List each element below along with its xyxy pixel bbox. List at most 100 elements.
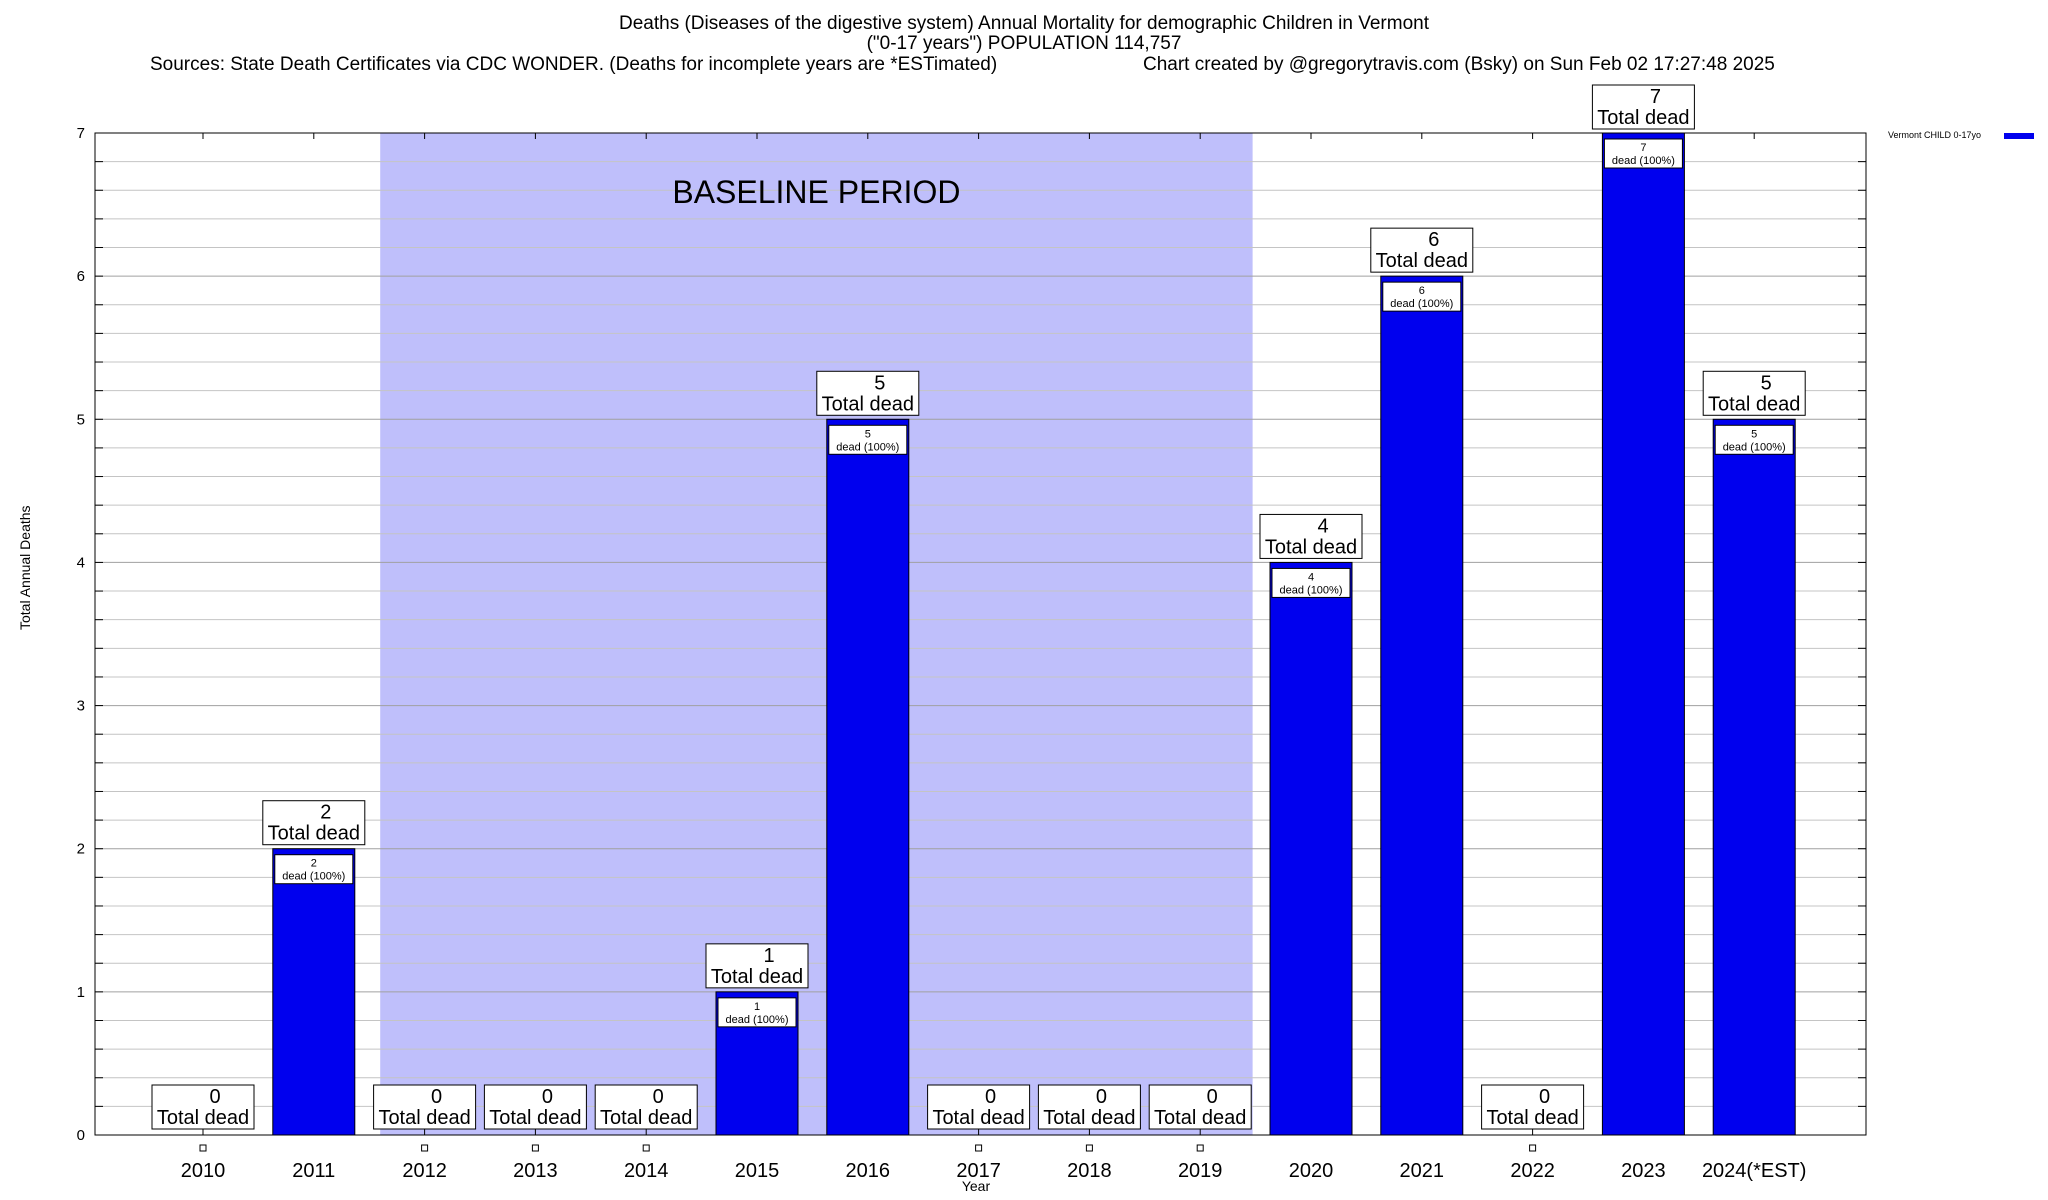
bar-inner-count: 4	[1308, 571, 1314, 583]
total-label-count: 1	[763, 945, 774, 967]
total-label-count: 6	[1428, 229, 1439, 251]
x-tick-label: 2010	[181, 1160, 226, 1182]
total-label-text: Total dead	[1376, 250, 1468, 272]
total-label-count: 0	[1207, 1086, 1218, 1108]
bar-inner-count: 5	[865, 428, 871, 440]
zero-marker	[1196, 1144, 1204, 1152]
x-axis-label: Year	[961, 1178, 991, 1194]
bar-inner-label-box	[1714, 424, 1794, 455]
zero-marker	[199, 1144, 207, 1152]
total-label-box	[373, 1084, 477, 1130]
total-label-count: 0	[653, 1086, 664, 1108]
zero-marker	[975, 1144, 983, 1152]
total-label-box	[483, 1084, 587, 1130]
baseline-period-shading	[380, 133, 1253, 1135]
total-label-text: Total dead	[1708, 393, 1800, 415]
x-tick-label: 2012	[402, 1160, 447, 1182]
y-tick-label: 5	[77, 411, 85, 428]
total-label-text: Total dead	[378, 1107, 470, 1129]
total-label-box	[705, 943, 809, 989]
bar-inner-label-box	[1271, 567, 1351, 598]
zero-marker	[642, 1144, 650, 1152]
y-tick-label: 3	[77, 698, 85, 715]
zero-marker	[1085, 1144, 1093, 1152]
chart-title-line-1: Deaths (Diseases of the digestive system…	[619, 13, 1429, 34]
zero-marker	[421, 1144, 429, 1152]
zero-marker	[1529, 1144, 1537, 1152]
total-label-count: 0	[1096, 1086, 1107, 1108]
bar	[272, 848, 356, 1136]
total-label-text: Total dead	[1265, 536, 1357, 558]
total-label-text: Total dead	[711, 966, 803, 988]
bar-inner-percent: dead (100%)	[1390, 298, 1453, 310]
total-label-count: 0	[542, 1086, 553, 1108]
total-label-count: 0	[431, 1086, 442, 1108]
total-label-box	[816, 370, 920, 416]
bar-inner-percent: dead (100%)	[726, 1014, 789, 1026]
x-tick-label: 2024(*EST)	[1702, 1160, 1807, 1182]
total-label-box	[1481, 1084, 1585, 1130]
total-label-text: Total dead	[268, 823, 360, 845]
x-tick-label: 2016	[846, 1160, 891, 1182]
total-label-text: Total dead	[1597, 107, 1689, 129]
total-label-count: 0	[985, 1086, 996, 1108]
bar-inner-count: 6	[1419, 285, 1425, 297]
y-tick-label: 7	[77, 125, 85, 142]
total-label-box	[1037, 1084, 1141, 1130]
total-label-text: Total dead	[489, 1107, 581, 1129]
total-label-box	[1370, 227, 1474, 273]
x-tick-label: 2013	[513, 1160, 558, 1182]
total-label-count: 5	[1761, 372, 1772, 394]
legend-entry-label: Vermont CHILD 0-17yo	[1888, 130, 1982, 140]
total-label-count: 0	[209, 1086, 220, 1108]
total-label-text: Total dead	[1154, 1107, 1246, 1129]
bar-inner-count: 2	[311, 858, 317, 870]
total-label-text: Total dead	[1486, 1107, 1578, 1129]
bar-inner-percent: dead (100%)	[1280, 584, 1343, 596]
bar-inner-label-box	[717, 997, 797, 1028]
x-tick-label: 2017	[956, 1160, 1001, 1182]
total-label-count: 0	[1539, 1086, 1550, 1108]
bar	[1601, 132, 1685, 1136]
x-tick-label: 2021	[1400, 1160, 1445, 1182]
x-tick-label: 2019	[1178, 1160, 1223, 1182]
x-tick-label: 2011	[292, 1160, 335, 1182]
y-tick-label: 2	[77, 841, 85, 858]
bar-inner-count: 5	[1751, 428, 1757, 440]
bar-inner-percent: dead (100%)	[836, 441, 899, 453]
total-label-box	[1259, 513, 1363, 559]
zero-marker	[531, 1144, 539, 1152]
chart-title-line-2: ("0-17 years") POPULATION 114,757	[866, 33, 1182, 54]
total-label-count: 5	[874, 372, 885, 394]
y-tick-label: 0	[77, 1127, 85, 1144]
x-tick-label: 2023	[1621, 1160, 1666, 1182]
chart-sources: Sources: State Death Certificates via CD…	[150, 54, 998, 75]
total-label-box	[1702, 370, 1806, 416]
bar-inner-label-box	[828, 424, 908, 455]
bar-inner-label-box	[1382, 281, 1462, 312]
total-label-box	[151, 1084, 255, 1130]
baseline-period-label: BASELINE PERIOD	[672, 174, 960, 210]
chart-credit: Chart created by @gregorytravis.com (Bsk…	[1143, 54, 1775, 75]
x-tick-label: 2018	[1067, 1160, 1112, 1182]
bar-inner-label-box	[1603, 138, 1683, 169]
total-label-count: 4	[1317, 515, 1328, 537]
y-tick-label: 1	[77, 984, 85, 1001]
bar	[1269, 561, 1353, 1136]
total-label-box	[1148, 1084, 1252, 1130]
bar	[1380, 275, 1464, 1136]
total-label-count: 7	[1650, 86, 1661, 108]
bar	[1712, 418, 1796, 1136]
bar	[826, 418, 910, 1136]
total-label-count: 2	[320, 802, 331, 824]
total-label-box	[594, 1084, 698, 1130]
x-tick-label: 2014	[624, 1160, 669, 1182]
bar-inner-percent: dead (100%)	[282, 871, 345, 883]
bar-inner-percent: dead (100%)	[1612, 155, 1675, 167]
bar-inner-count: 7	[1640, 142, 1646, 154]
legend-swatch	[2004, 133, 2034, 139]
x-tick-label: 2015	[735, 1160, 780, 1182]
total-label-box	[927, 1084, 1031, 1130]
plot-border	[94, 132, 1867, 1136]
